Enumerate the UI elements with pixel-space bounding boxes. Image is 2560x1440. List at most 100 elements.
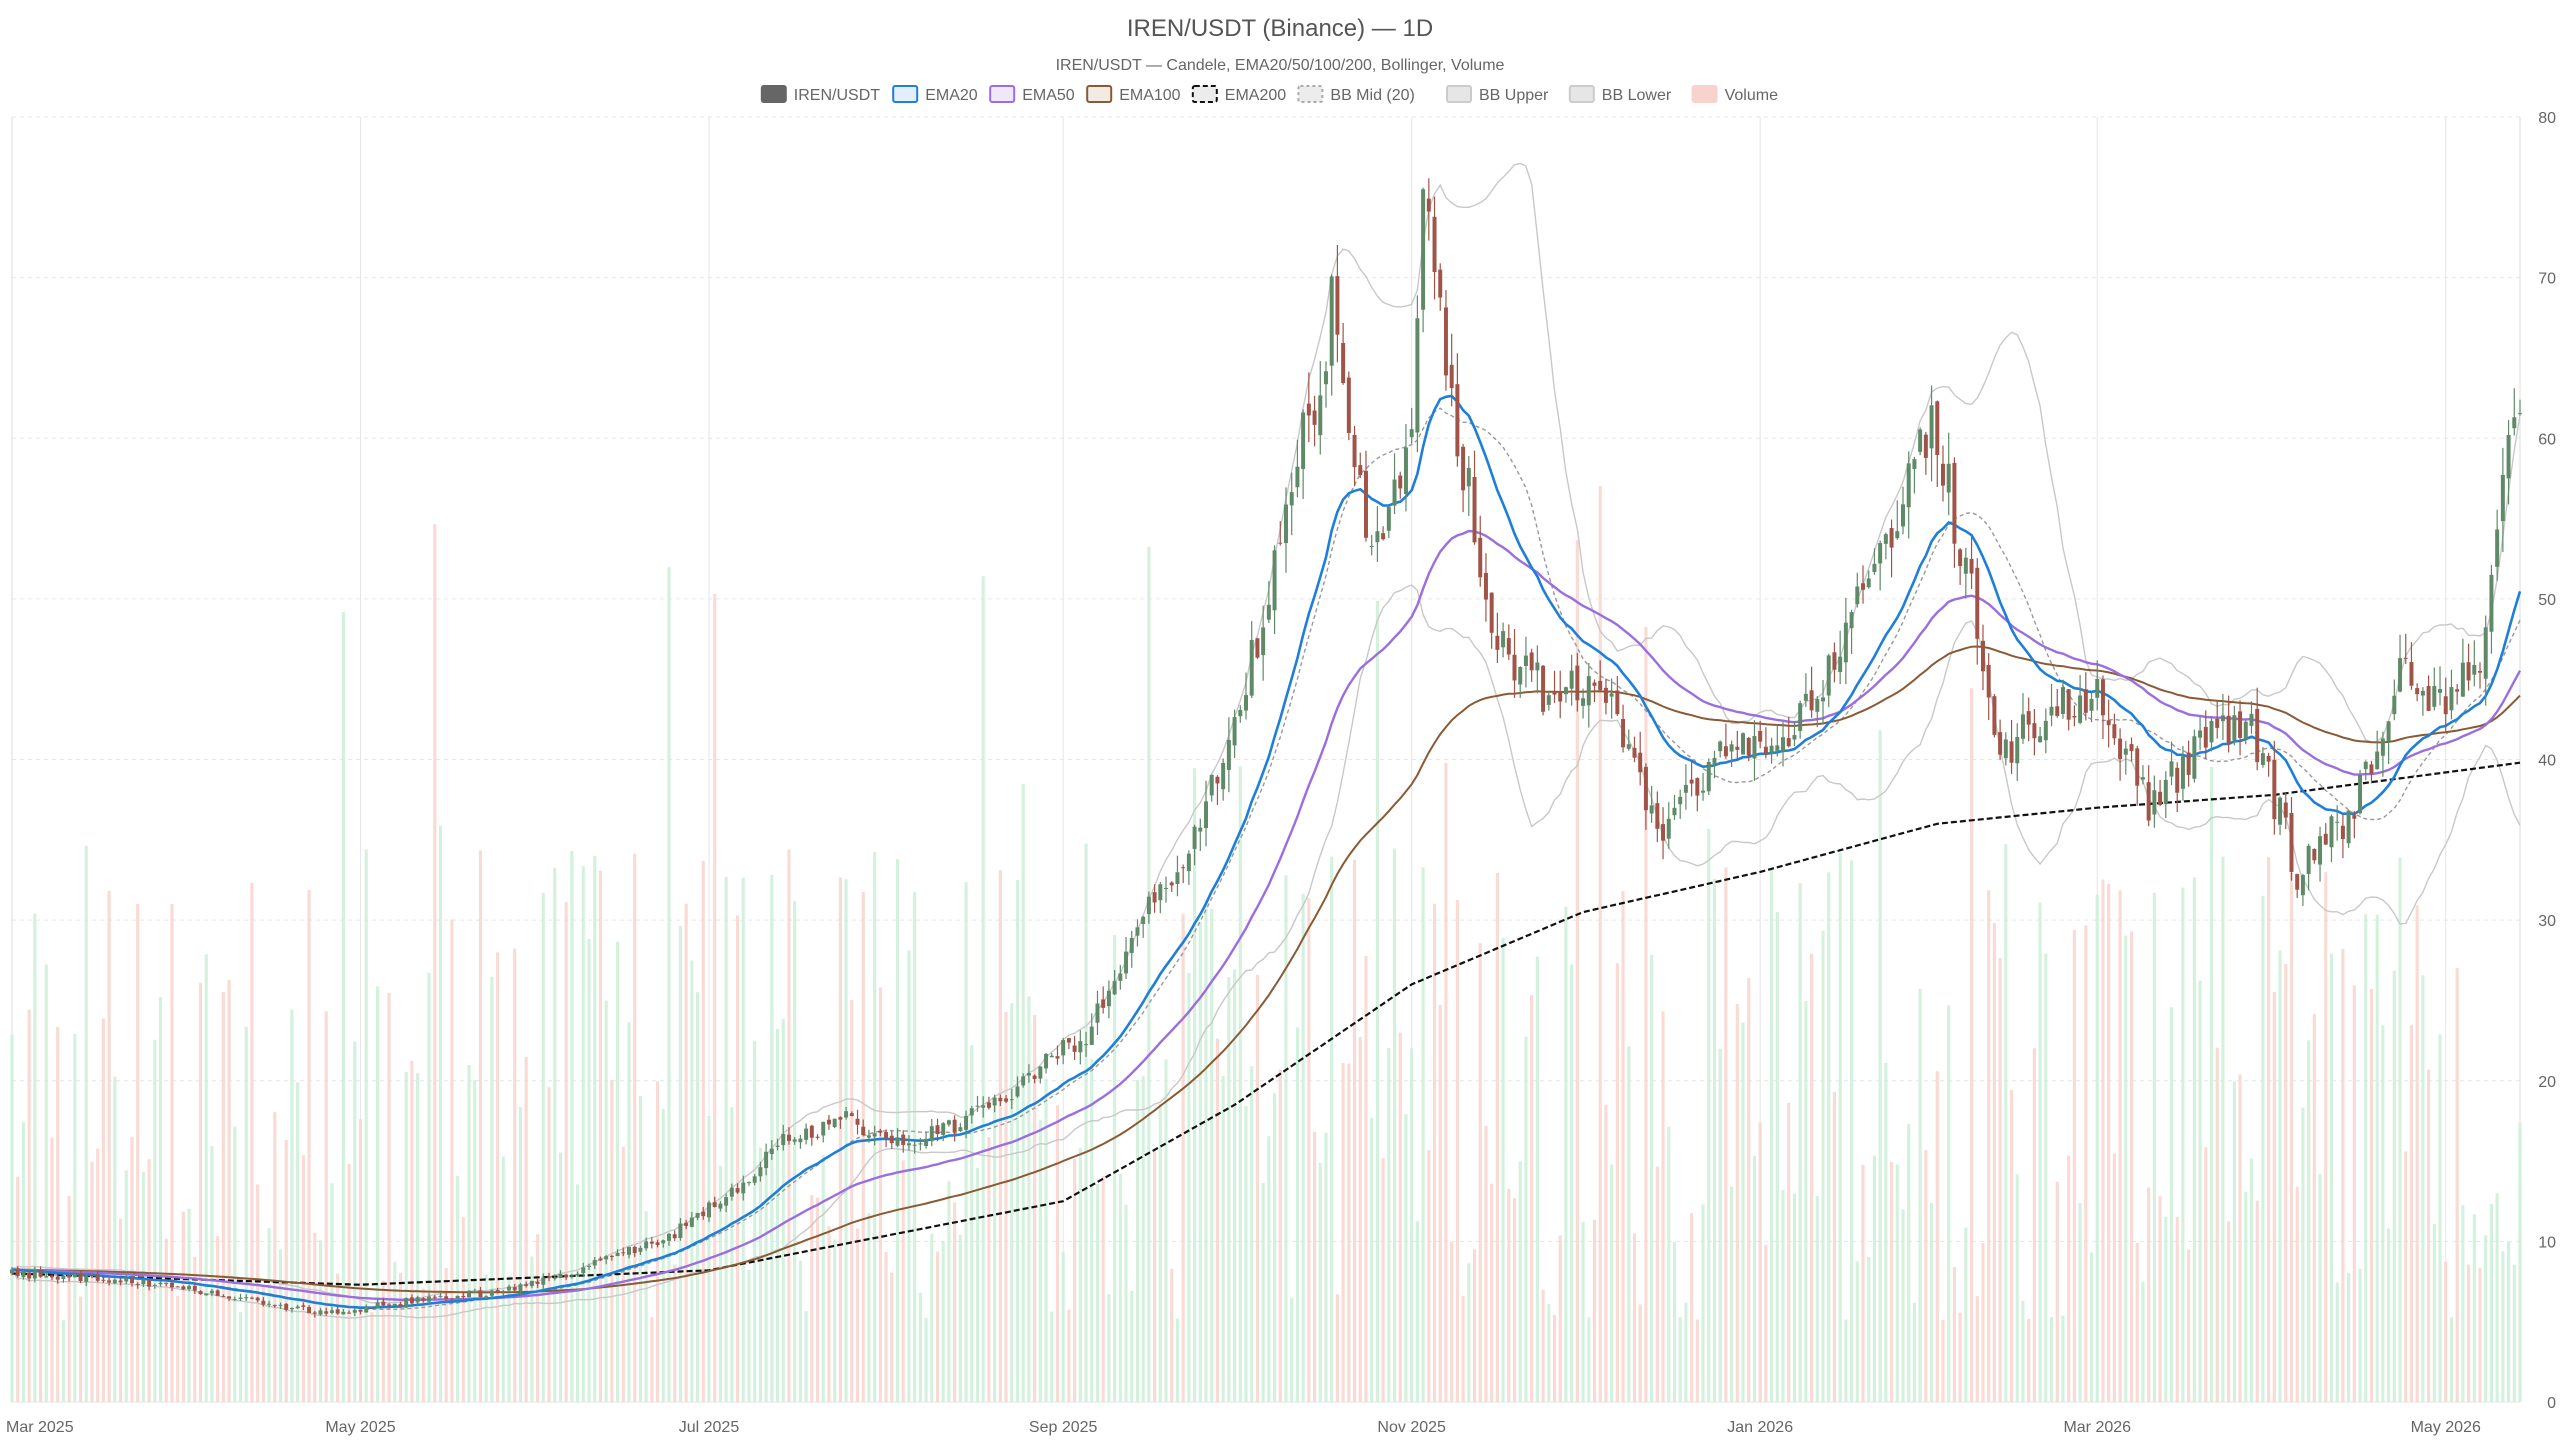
volume-bar [2387, 1228, 2391, 1402]
candle-body [1295, 466, 1300, 488]
volume-bar [153, 1039, 157, 1402]
candle-body [1363, 470, 1368, 538]
volume-bar [496, 952, 500, 1402]
volume-bar [1375, 600, 1379, 1402]
candle-body [318, 1310, 323, 1315]
volume-bar [210, 1146, 214, 1402]
candle-body [141, 1279, 146, 1285]
volume-bar [1792, 1193, 1797, 1402]
volume-bar [1541, 1289, 1545, 1402]
volume-bar [541, 892, 545, 1402]
volume-bar [1678, 1317, 1682, 1402]
volume-bar [1010, 1003, 1014, 1402]
candle-body [455, 1295, 460, 1299]
volume-bar [2347, 1273, 2351, 1402]
volume-bar [1472, 1249, 1477, 1402]
volume-bar [2135, 1243, 2139, 1402]
candle-body [95, 1274, 100, 1281]
volume-bar [33, 913, 37, 1402]
bb-upper-line [11, 162, 2521, 1304]
volume-bar [684, 903, 688, 1402]
candle-body [2403, 657, 2408, 659]
candle-body [2432, 686, 2437, 707]
volume-bar [1495, 872, 1499, 1402]
candle-body [1066, 1038, 1071, 1043]
candle-body [1506, 638, 1511, 655]
candle-body [2015, 737, 2020, 764]
candle-body [2158, 791, 2163, 805]
volume-bar [850, 999, 854, 1402]
candle-body [2386, 721, 2391, 741]
volume-bar [616, 941, 620, 1402]
candle-body [1204, 801, 1209, 828]
volume-bar [747, 1269, 751, 1402]
candle-body [2415, 688, 2420, 695]
candle-body [2083, 689, 2088, 713]
volume-bar [73, 1034, 77, 1402]
volume-bar [398, 1272, 403, 1402]
candle-body [1055, 1056, 1060, 1059]
candle-body [1895, 531, 1900, 539]
candle-body [238, 1297, 243, 1299]
candle-body [1729, 744, 1734, 752]
volume-bar [1575, 540, 1579, 1402]
candle-body [484, 1296, 489, 1298]
candle-body [329, 1310, 334, 1314]
candle-body [638, 1247, 643, 1252]
volume-bar [1484, 1125, 1488, 1402]
volume-bar [2375, 914, 2379, 1402]
candle-body [1164, 887, 1169, 889]
volume-bar [867, 1212, 871, 1402]
volume-bar [1438, 1004, 1442, 1402]
volume-bar [935, 1251, 940, 1402]
candle-body [1712, 757, 1717, 765]
candle-body [815, 1136, 820, 1138]
volume-bar [827, 1226, 831, 1402]
candle-body [2055, 706, 2060, 716]
volume-bar [78, 1296, 83, 1402]
volume-bar [1952, 1267, 1956, 1402]
volume-bar [181, 1211, 185, 1402]
volume-bar [2238, 1074, 2242, 1402]
candle-body [1072, 1045, 1077, 1052]
volume-bar [2004, 844, 2008, 1402]
volume-bar [901, 1160, 905, 1402]
candle-body [158, 1282, 163, 1285]
volume-bar [753, 1040, 757, 1402]
candle-body [1089, 1026, 1094, 1045]
volume-bar [1290, 1297, 1294, 1402]
candle-body [1581, 698, 1586, 706]
y-tick-label: 50 [2538, 592, 2556, 609]
volume-bar [598, 870, 603, 1402]
volume-bar [136, 903, 140, 1402]
volume-bar [781, 1018, 785, 1402]
volume-bar [1078, 1148, 1082, 1402]
candle-body [592, 1260, 597, 1266]
volume-bar [1730, 1186, 1734, 1402]
volume-bar [1392, 848, 1397, 1402]
candle-body [1101, 999, 1106, 1008]
volume-bar [793, 901, 797, 1402]
candle-body [992, 1097, 997, 1106]
candle-body [335, 1309, 340, 1314]
volume-bar [158, 997, 163, 1402]
candle-body [1175, 872, 1180, 885]
candle-body [1758, 730, 1763, 742]
candle-body [627, 1246, 631, 1255]
volume-bar [2152, 892, 2156, 1402]
candle-body [1352, 434, 1357, 468]
volume-bar [2112, 1153, 2116, 1402]
candle-body [152, 1284, 157, 1286]
volume-bar [593, 855, 597, 1402]
volume-bar [438, 825, 443, 1402]
candle-body [1569, 670, 1574, 689]
candle-body [2186, 752, 2191, 775]
candle-body [621, 1252, 626, 1254]
candle-body [2460, 662, 2465, 697]
candle-body [112, 1279, 117, 1284]
volume-bar [536, 1234, 540, 1402]
candle-body [2335, 821, 2340, 823]
volume-bar [907, 950, 911, 1402]
y-tick-label: 20 [2538, 1074, 2556, 1091]
candle-body [2135, 748, 2140, 786]
